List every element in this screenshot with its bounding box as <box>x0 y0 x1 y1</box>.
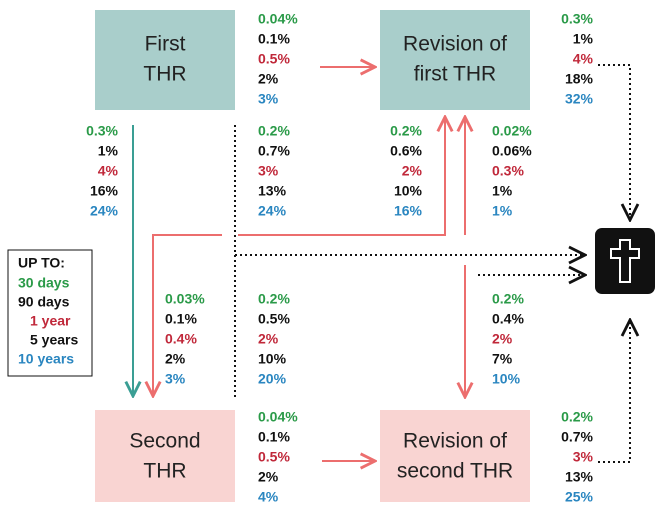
box-first-thr <box>95 10 235 110</box>
percentage: 7% <box>492 351 513 367</box>
box-revision-second <box>380 410 530 502</box>
percentage: 0.06% <box>492 143 532 159</box>
percentage: 2% <box>258 469 279 485</box>
percentage: 0.04% <box>258 409 298 425</box>
percentage: 1% <box>492 203 513 219</box>
percentage: 0.2% <box>258 123 290 139</box>
percentage: 0.4% <box>165 331 197 347</box>
percentage: 10% <box>492 371 521 387</box>
percentage: 0.02% <box>492 123 532 139</box>
node-label: Second <box>129 430 200 453</box>
percentage: 0.2% <box>492 291 524 307</box>
boxes <box>95 10 655 502</box>
percentage: 20% <box>258 371 287 387</box>
legend-item: 1 year <box>30 313 71 329</box>
percentage: 0.3% <box>492 163 524 179</box>
percentage: 2% <box>492 331 513 347</box>
percentage: 0.3% <box>86 123 118 139</box>
percentage: 0.2% <box>258 291 290 307</box>
arrow <box>238 117 445 236</box>
percentage: 10% <box>394 183 423 199</box>
legend-item: 30 days <box>18 275 70 291</box>
percentage: 2% <box>258 71 279 87</box>
percentage: 2% <box>165 351 186 367</box>
percentage: 25% <box>565 489 594 505</box>
legend-item: 5 years <box>30 332 78 348</box>
percentage: 0.6% <box>390 143 422 159</box>
node-label: THR <box>143 63 186 86</box>
legend-title: UP TO: <box>18 255 65 271</box>
percentage: 3% <box>573 449 594 465</box>
percentage: 0.2% <box>390 123 422 139</box>
percentage: 16% <box>90 183 119 199</box>
percentage: 3% <box>165 371 186 387</box>
percentage: 4% <box>573 51 594 67</box>
percentage: 0.04% <box>258 11 298 27</box>
percentage: 0.7% <box>561 429 593 445</box>
percentage: 0.4% <box>492 311 524 327</box>
percentage: 0.03% <box>165 291 205 307</box>
arrows <box>133 65 630 462</box>
node-label: Revision of <box>403 33 507 56</box>
percentage: 18% <box>565 71 594 87</box>
percentage: 13% <box>565 469 594 485</box>
percentage: 0.5% <box>258 449 290 465</box>
percentage: 16% <box>394 203 423 219</box>
legend-item: 10 years <box>18 351 74 367</box>
node-label: First <box>145 33 186 56</box>
percentage: 0.1% <box>258 31 290 47</box>
percentage: 3% <box>258 163 279 179</box>
percentage: 1% <box>573 31 594 47</box>
percentage: 3% <box>258 91 279 107</box>
arrow <box>153 234 222 396</box>
percentage: 0.5% <box>258 51 290 67</box>
percentage: 4% <box>98 163 119 179</box>
node-label: first THR <box>414 63 496 86</box>
percentage: 13% <box>258 183 287 199</box>
percentage: 0.7% <box>258 143 290 159</box>
percentage: 4% <box>258 489 279 505</box>
percentage: 0.1% <box>258 429 290 445</box>
dotted-arrow <box>598 320 630 463</box>
percentage: 1% <box>492 183 513 199</box>
node-label: THR <box>143 460 186 483</box>
percentage: 24% <box>90 203 119 219</box>
dotted-arrow <box>598 64 630 220</box>
percentage: 0.3% <box>561 11 593 27</box>
box-revision-first <box>380 10 530 110</box>
cross <box>610 239 640 283</box>
box-second-thr <box>95 410 235 502</box>
percentage: 2% <box>402 163 423 179</box>
percentage: 0.2% <box>561 409 593 425</box>
percentage: 24% <box>258 203 287 219</box>
percentage: 2% <box>258 331 279 347</box>
legend-box <box>7 249 93 377</box>
node-label: Revision of <box>403 430 507 453</box>
percentage: 32% <box>565 91 594 107</box>
legend-item: 90 days <box>18 294 70 310</box>
node-label: second THR <box>397 460 513 483</box>
percentage: 10% <box>258 351 287 367</box>
percentage: 0.1% <box>165 311 197 327</box>
percentage: 1% <box>98 143 119 159</box>
percentage: 0.5% <box>258 311 290 327</box>
death-icon <box>595 228 655 294</box>
